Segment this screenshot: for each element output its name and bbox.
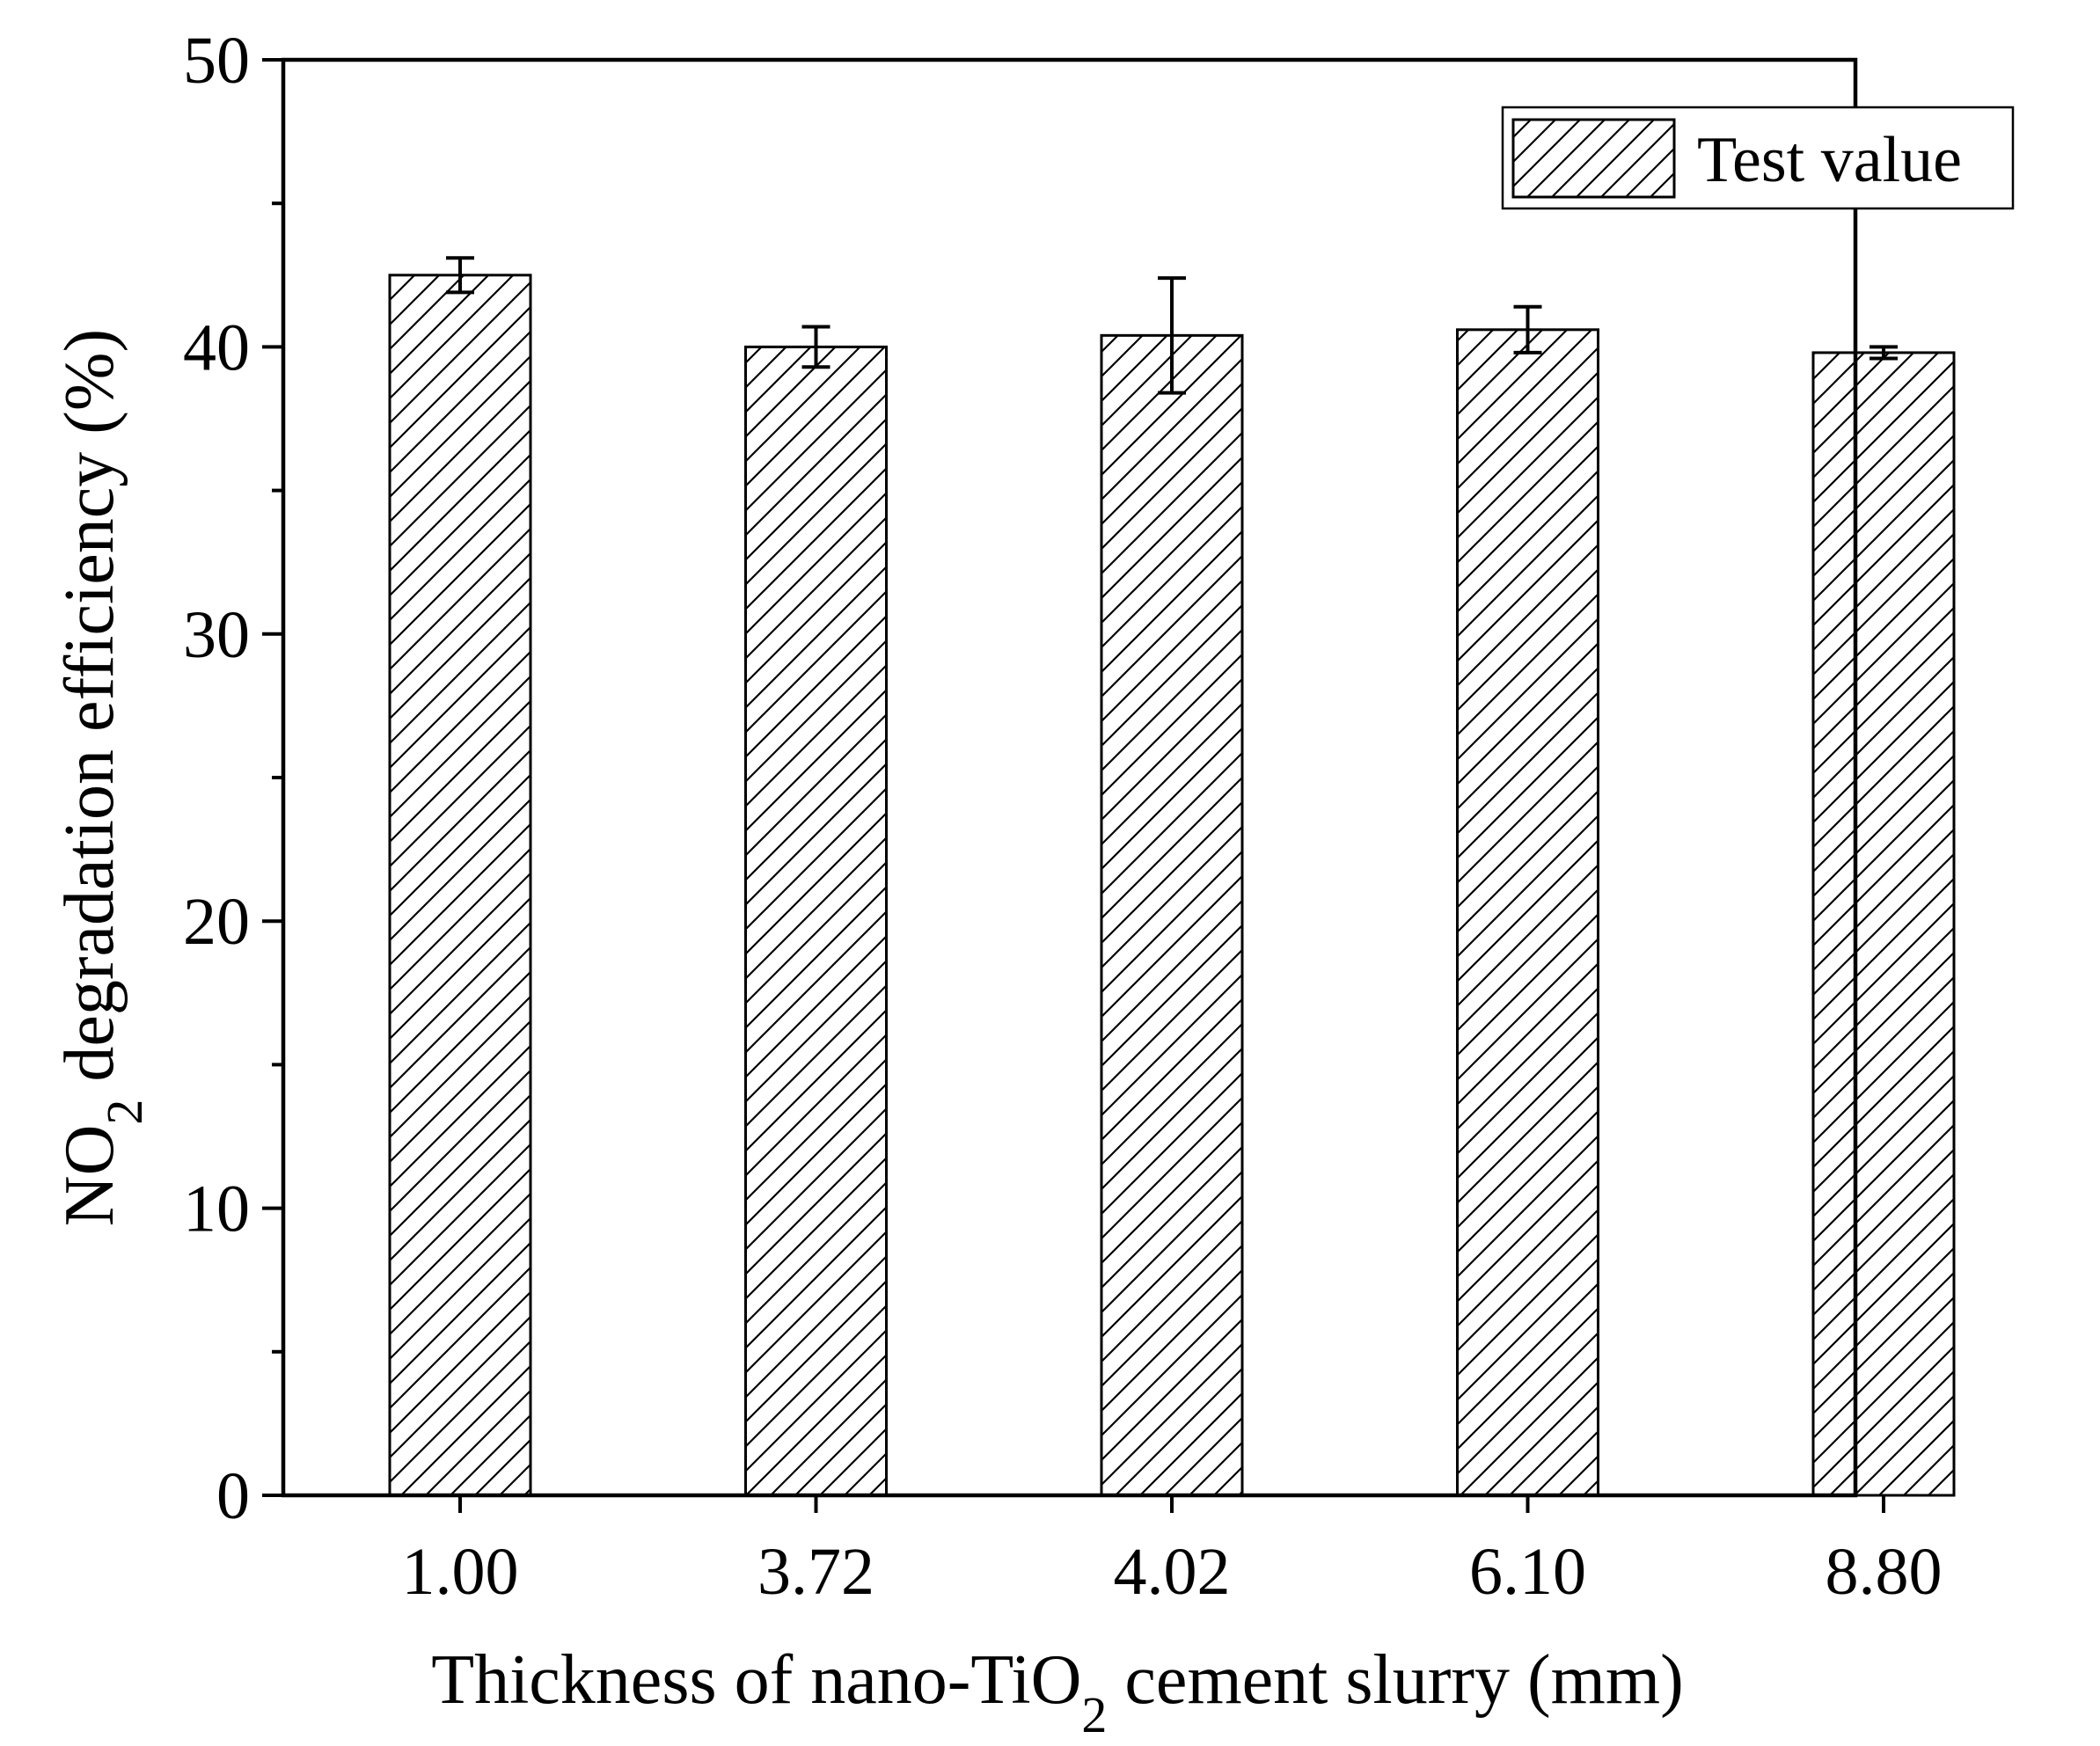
- x-axis: 1.00 3.72 4.02 6.10 8.80: [402, 1495, 1943, 1609]
- errorbars-layer: [446, 256, 1898, 395]
- error-bar-8.80: [1870, 345, 1898, 361]
- bar-6.10: [1456, 328, 1599, 1497]
- x-axis-title-prefix: Thickness of nano-TiO: [431, 1641, 1081, 1719]
- bar-4.02: [1100, 333, 1244, 1497]
- bars-layer: [388, 274, 1956, 1497]
- x-tick-label-1.00: 1.00: [402, 1535, 519, 1609]
- error-bar-4.02: [1158, 276, 1186, 395]
- y-axis: 0 10 20 30 40 50: [183, 24, 283, 1533]
- error-bar-3.72: [801, 325, 830, 369]
- x-tick-label-3.72: 3.72: [757, 1535, 874, 1609]
- error-bar-6.10: [1513, 304, 1542, 354]
- legend: Test value: [1501, 106, 2015, 210]
- bar-1.00: [388, 274, 532, 1497]
- x-tick-label-8.80: 8.80: [1826, 1535, 1943, 1609]
- bar-8.80: [1811, 351, 1956, 1497]
- error-bar-1.00: [446, 256, 474, 295]
- y-tick-label-50: 50: [183, 24, 250, 98]
- x-axis-title-suffix: cement slurry (mm): [1107, 1641, 1683, 1719]
- y-axis-title-suffix: degradation efficiency (%): [51, 329, 128, 1099]
- x-tick-label-6.10: 6.10: [1469, 1535, 1586, 1609]
- y-axis-title-prefix: NO: [51, 1125, 128, 1227]
- x-axis-title: Thickness of nano-TiO2 cement slurry (mm…: [431, 1641, 1684, 1742]
- y-tick-label-10: 10: [183, 1173, 250, 1246]
- legend-swatch: [1511, 118, 1676, 199]
- bar-3.72: [744, 345, 888, 1497]
- x-axis-title-subscript: 2: [1081, 1686, 1107, 1742]
- legend-label: Test value: [1697, 124, 1962, 196]
- y-axis-title-subscript: 2: [96, 1099, 153, 1125]
- y-tick-label-0: 0: [216, 1459, 250, 1533]
- x-tick-label-4.02: 4.02: [1114, 1535, 1231, 1609]
- y-tick-label-20: 20: [183, 885, 250, 959]
- y-axis-title: NO2 degradation efficiency (%): [51, 329, 153, 1226]
- y-tick-label-40: 40: [183, 310, 250, 384]
- y-tick-label-30: 30: [183, 598, 250, 672]
